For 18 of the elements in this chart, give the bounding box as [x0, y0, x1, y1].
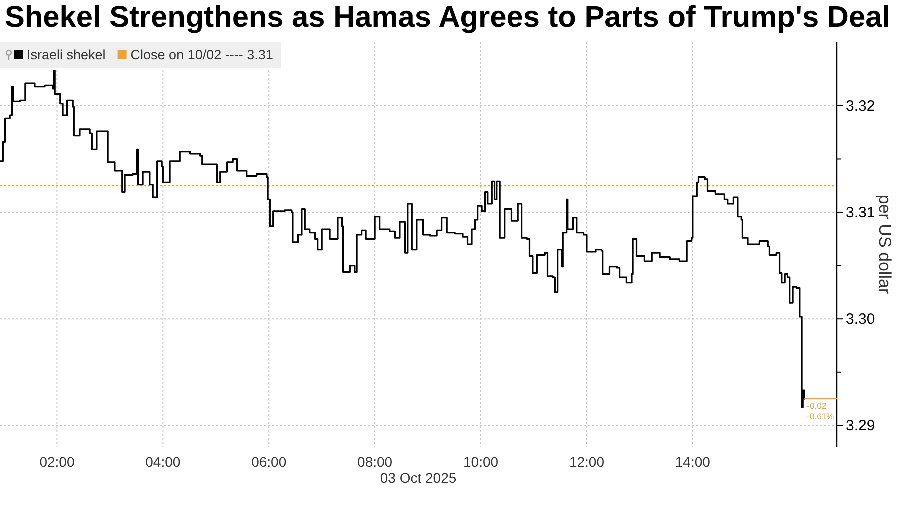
- x-axis-title: 03 Oct 2025: [380, 470, 457, 486]
- y-tick-label: 3.32: [846, 98, 876, 115]
- legend-label: Close on 10/02 ---- 3.31: [130, 48, 274, 62]
- y-axis-title: per US dollar: [876, 194, 894, 294]
- x-tick-label: 12:00: [569, 454, 605, 470]
- annotation: -0.61%: [807, 412, 835, 422]
- y-tick-label: 3.31: [846, 204, 876, 222]
- x-tick-label: 10:00: [463, 454, 499, 470]
- y-tick-label: 3.30: [846, 310, 876, 328]
- x-tick-label: 08:00: [358, 454, 393, 470]
- x-tick-label: 06:00: [252, 454, 287, 470]
- x-tick-label: 14:00: [675, 454, 711, 470]
- y-tick-label: 3.29: [846, 417, 876, 434]
- x-tick-label: 04:00: [146, 454, 181, 470]
- chart-title: Shekel Strengthens as Hamas Agrees to Parts of Trump's Deal: [5, 1, 890, 34]
- annotation: -0.02: [807, 401, 827, 412]
- x-tick-label: 02:00: [40, 454, 75, 470]
- legend-label: Israeli shekel: [27, 48, 106, 62]
